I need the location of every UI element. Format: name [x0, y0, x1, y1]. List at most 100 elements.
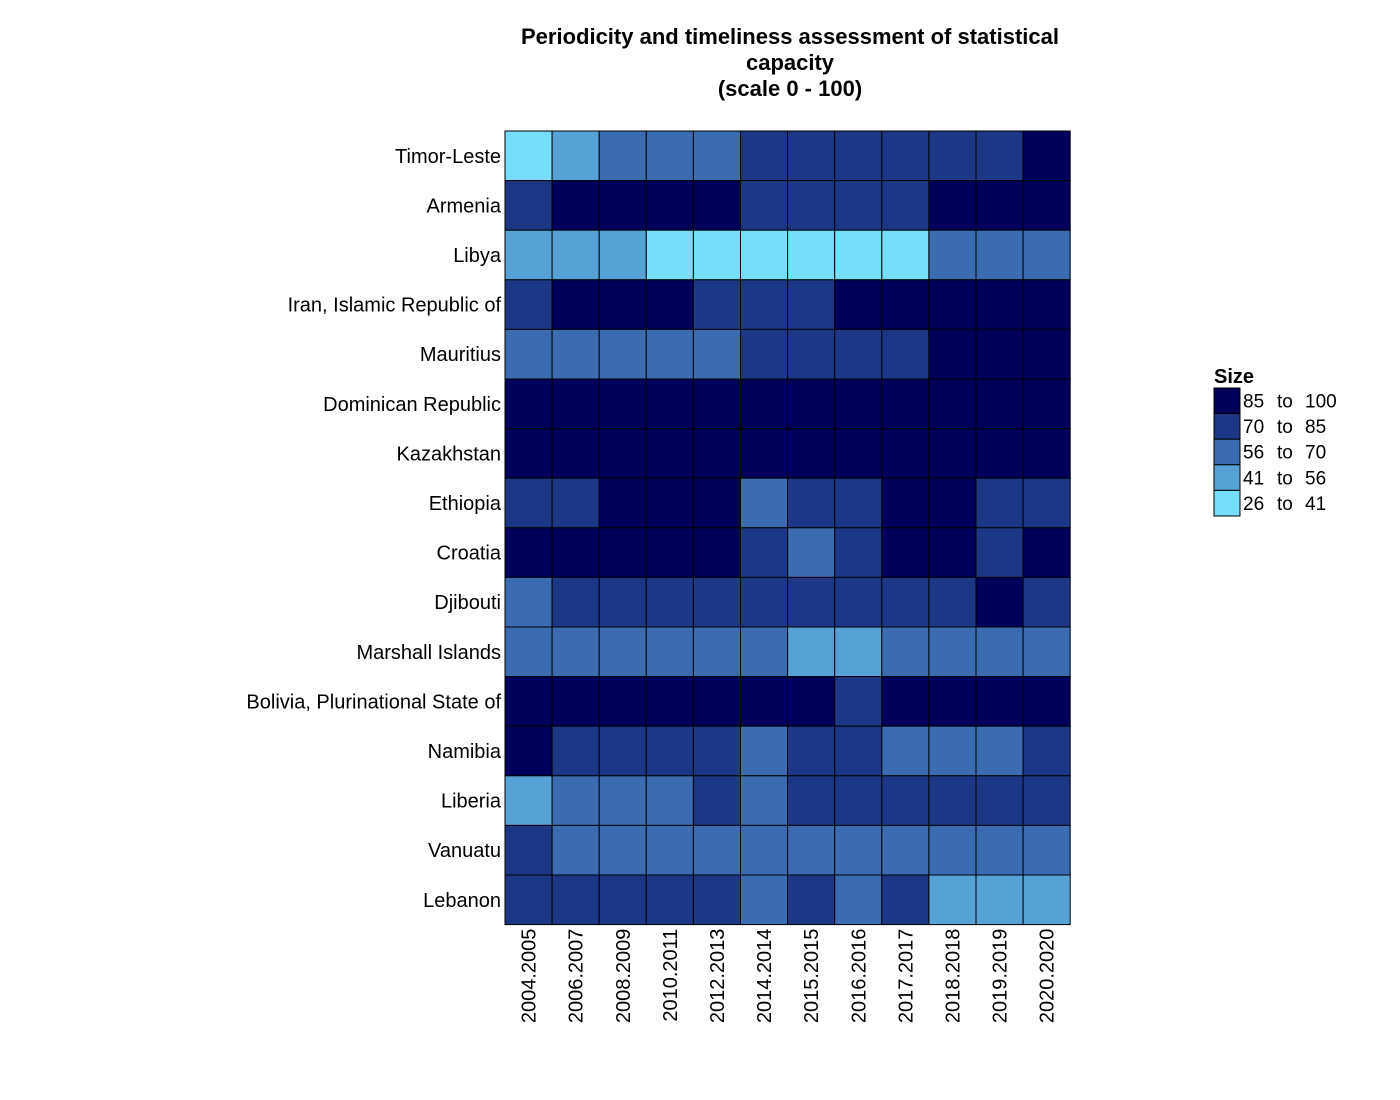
- legend-label-to: to: [1277, 392, 1293, 413]
- legend: Size 85 to 100 70 to 85 56 to 70 41 to 56 26 to 41: [1213, 366, 1337, 517]
- row-label: Marshall Islands: [356, 642, 501, 664]
- heatmap-cell: [1022, 229, 1071, 281]
- heatmap-cell: [598, 378, 647, 430]
- heatmap-cell: [834, 130, 883, 182]
- legend-swatch: [1213, 489, 1241, 517]
- heatmap-cell: [740, 527, 789, 578]
- heatmap-cell: [834, 725, 883, 777]
- heatmap-cell: [1022, 874, 1071, 926]
- heatmap-cell: [787, 874, 836, 926]
- column-label: 2004.2005: [519, 929, 541, 1024]
- heatmap-cell: [834, 576, 883, 628]
- column-labels: 2004.2005 2006.2007 2008.2009 2010.2011 2012…: [519, 929, 1059, 1024]
- heatmap-cell: [975, 626, 1024, 678]
- heatmap-cell: [551, 180, 600, 231]
- heatmap-cell: [928, 229, 977, 281]
- heatmap-cell: [551, 626, 600, 678]
- heatmap-cell: [504, 130, 553, 182]
- heatmap-cell: [598, 874, 647, 926]
- column-label: 2018.2018: [943, 929, 965, 1024]
- heatmap-cell: [740, 477, 789, 529]
- heatmap-cell: [1022, 775, 1071, 826]
- heatmap-cell: [504, 626, 553, 678]
- heatmap-cell: [645, 378, 694, 430]
- heatmap-cell: [740, 874, 789, 926]
- row-label: Croatia: [437, 543, 502, 565]
- row-label: Mauritius: [420, 344, 501, 366]
- heatmap-cell: [787, 824, 836, 876]
- heatmap-cell: [645, 626, 694, 678]
- heatmap-cell: [551, 527, 600, 578]
- row-label: Dominican Republic: [323, 394, 501, 416]
- heatmap-cell: [740, 824, 789, 876]
- legend-label-max: 56: [1305, 468, 1326, 489]
- chart-title: Periodicity and timeliness assessment of…: [521, 24, 1059, 101]
- legend-swatch: [1213, 387, 1241, 415]
- heatmap-cell: [1022, 824, 1071, 876]
- heatmap-cell: [740, 725, 789, 777]
- heatmap-cell: [881, 130, 930, 182]
- heatmap-cell: [504, 775, 553, 826]
- heatmap-cell: [834, 676, 883, 727]
- column-label: 2016.2016: [848, 929, 870, 1024]
- heatmap-cell: [834, 378, 883, 430]
- legend-label-from: 85: [1243, 392, 1264, 413]
- chart-title-line-2: capacity: [746, 50, 835, 75]
- legend-swatch: [1213, 464, 1241, 491]
- heatmap-cell: [881, 824, 930, 876]
- legend-swatch: [1213, 438, 1241, 466]
- legend-label-max: 41: [1305, 494, 1326, 515]
- heatmap-cell: [881, 428, 930, 479]
- heatmap-cell: [692, 477, 742, 529]
- heatmap-cell: [834, 824, 883, 876]
- heatmap-cell: [881, 279, 930, 330]
- heatmap-cell: [504, 428, 553, 479]
- heatmap-cell: [1022, 576, 1071, 628]
- row-labels: Timor-Leste Armenia Libya Iran, Islamic Rep…: [246, 146, 501, 912]
- heatmap-cell: [975, 477, 1024, 529]
- row-label: Bolivia, Plurinational State of: [246, 691, 501, 713]
- heatmap-cell: [928, 328, 977, 380]
- heatmap-cell: [504, 576, 553, 628]
- heatmap-cell: [787, 676, 836, 727]
- heatmap-cells: [504, 130, 1071, 926]
- legend-label-to: to: [1277, 417, 1293, 438]
- heatmap-cell: [740, 130, 789, 182]
- heatmap-cell: [787, 576, 836, 628]
- heatmap-cell: [928, 527, 977, 578]
- heatmap-cell: [598, 626, 647, 678]
- heatmap-cell: [787, 428, 836, 479]
- heatmap-cell: [881, 874, 930, 926]
- heatmap-cell: [975, 180, 1024, 231]
- heatmap-cell: [598, 775, 647, 826]
- row-label: Timor-Leste: [395, 146, 501, 168]
- heatmap-cell: [740, 378, 789, 430]
- column-label: 2015.2015: [801, 929, 823, 1024]
- column-label: 2008.2009: [613, 929, 635, 1024]
- heatmap-cell: [692, 428, 742, 479]
- heatmap-cell: [692, 626, 742, 678]
- legend-label-from: 41: [1243, 468, 1264, 489]
- heatmap-cell: [692, 279, 742, 330]
- heatmap-cell: [834, 775, 883, 826]
- row-label: Namibia: [428, 741, 502, 763]
- heatmap-cell: [598, 527, 647, 578]
- heatmap-cell: [598, 229, 647, 281]
- heatmap-cell: [504, 874, 553, 926]
- heatmap-cell: [787, 180, 836, 231]
- heatmap-cell: [504, 725, 553, 777]
- heatmap-cell: [881, 676, 930, 727]
- heatmap-cell: [975, 527, 1024, 578]
- heatmap-cell: [551, 328, 600, 380]
- heatmap-cell: [692, 180, 742, 231]
- heatmap-cell: [1022, 626, 1071, 678]
- heatmap-cell: [645, 775, 694, 826]
- row-label: Armenia: [427, 195, 502, 217]
- heatmap-cell: [881, 328, 930, 380]
- heatmap-cell: [928, 775, 977, 826]
- chart-title-line-1: Periodicity and timeliness assessment of…: [521, 24, 1059, 49]
- column-label: 2012.2013: [707, 929, 729, 1024]
- heatmap-cell: [834, 527, 883, 578]
- heatmap-cell: [645, 279, 694, 330]
